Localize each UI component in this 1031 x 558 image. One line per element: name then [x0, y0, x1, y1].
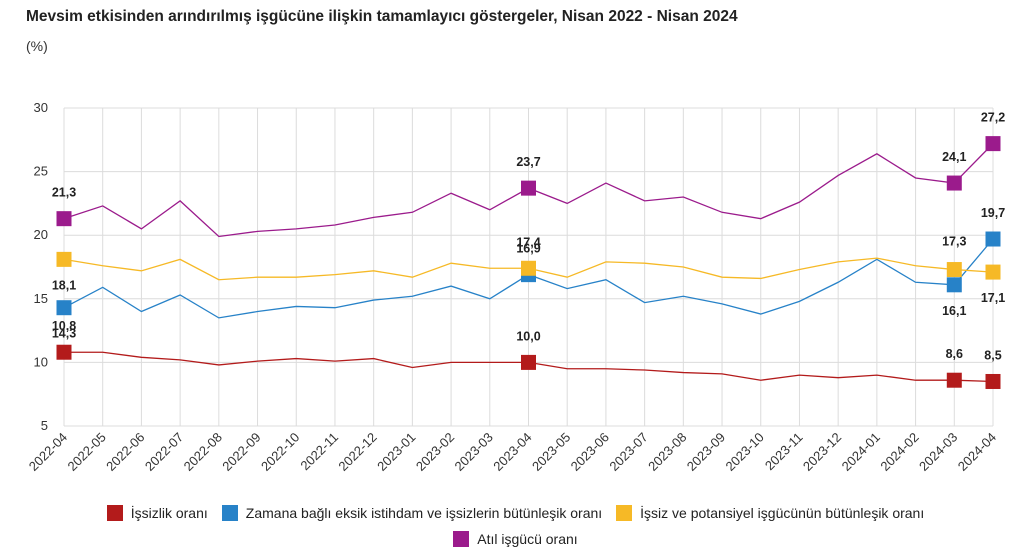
x-tick-label: 2023-07	[606, 430, 650, 474]
x-tick-label: 2023-05	[529, 430, 573, 474]
legend-item[interactable]: İşsiz ve potansiyel işgücünün bütünleşik…	[616, 505, 924, 521]
x-tick-label: 2023-04	[490, 430, 534, 474]
legend-swatch	[221, 505, 238, 521]
y-tick-label: 30	[34, 100, 48, 115]
legend-label: İşsizlik oranı	[130, 505, 208, 521]
legend: İşsizlik oranı Zamana bağlı eksik istihda…	[0, 500, 1031, 552]
data-point-marker	[521, 354, 536, 370]
data-point-marker	[946, 262, 962, 278]
x-tick-label: 2022-12	[335, 430, 379, 474]
data-label: 27,2	[981, 111, 1005, 125]
data-point-marker	[946, 372, 962, 388]
x-tick-label: 2023-02	[413, 430, 457, 474]
data-point-marker	[985, 136, 1001, 152]
data-label: 18,1	[52, 278, 76, 292]
data-point-marker	[985, 264, 1001, 280]
data-label: 8,6	[946, 347, 963, 361]
legend-item[interactable]: Zamana bağlı eksik istihdam ve işsizleri…	[221, 505, 603, 521]
x-tick-label: 2022-07	[142, 430, 186, 474]
data-labels: 10,8 10,0 8,6 8,5 14,3 16,9 16,1 19,7 18,1 17,4 17…	[52, 111, 1005, 363]
data-label: 17,3	[942, 235, 966, 249]
legend-swatch	[453, 531, 470, 547]
data-label: 24,1	[942, 150, 966, 164]
y-tick-label: 15	[34, 291, 48, 306]
legend-swatch	[616, 505, 633, 521]
x-tick-label: 2022-06	[103, 430, 147, 474]
x-tick-label: 2024-03	[916, 430, 960, 474]
data-point-marker	[56, 344, 72, 360]
data-point-marker	[985, 373, 1001, 389]
legend-row: Atıl işgücü oranı	[0, 526, 1031, 552]
x-tick-label: 2024-01	[839, 430, 883, 474]
x-tick-label: 2022-08	[181, 430, 225, 474]
x-tick-label: 2023-01	[374, 430, 418, 474]
x-tick-label: 2023-08	[645, 430, 689, 474]
data-label: 14,3	[52, 327, 76, 341]
chart-title: Mevsim etkisinden arındırılmış işgücüne …	[26, 8, 738, 25]
data-label: 10,0	[516, 329, 540, 343]
legend-item[interactable]: İşsizlik oranı	[106, 505, 208, 521]
data-label: 19,7	[981, 206, 1005, 220]
data-point-marker	[985, 231, 1001, 247]
x-tick-label: 2024-04	[955, 430, 999, 474]
x-tick-label: 2022-10	[258, 430, 302, 474]
data-point-marker	[521, 260, 536, 276]
data-point-marker	[521, 180, 536, 196]
x-tick-label: 2022-09	[219, 430, 263, 474]
data-label: 16,9	[516, 242, 540, 256]
data-point-marker	[946, 175, 962, 191]
series-markers	[56, 136, 1001, 389]
y-tick-label: 20	[34, 227, 48, 242]
x-tick-label: 2023-11	[762, 430, 806, 474]
x-tick-label: 2023-03	[452, 430, 496, 474]
legend-row: İşsizlik oranı Zamana bağlı eksik istihda…	[0, 500, 1031, 526]
data-point-marker	[56, 300, 72, 316]
data-point-marker	[946, 277, 962, 293]
legend-swatch	[106, 505, 123, 521]
grid	[63, 107, 994, 427]
data-label: 21,3	[52, 186, 76, 200]
legend-label: İşsiz ve potansiyel işgücünün bütünleşik…	[640, 505, 925, 521]
legend-label: Atıl işgücü oranı	[477, 531, 578, 547]
y-tick-label: 10	[34, 354, 48, 369]
x-tick-label: 2023-10	[723, 430, 767, 474]
data-label: 16,1	[942, 304, 966, 318]
data-point-marker	[56, 251, 72, 267]
y-tick-label: 25	[34, 164, 48, 179]
x-tick-label: 2024-02	[877, 430, 921, 474]
data-label: 17,1	[981, 291, 1005, 305]
line-chart: 510152025302022-042022-052022-062022-072…	[26, 100, 1005, 474]
data-label: 10,8	[52, 319, 76, 333]
legend-label: Zamana bağlı eksik istihdam ve işsizleri…	[245, 505, 603, 521]
x-tick-label: 2023-12	[800, 430, 844, 474]
data-point-marker	[56, 211, 72, 227]
y-tick-label: 5	[41, 418, 48, 433]
x-tick-label: 2022-04	[26, 430, 70, 474]
x-tick-label: 2022-05	[64, 430, 108, 474]
axes: 510152025302022-042022-052022-062022-072…	[26, 100, 999, 474]
data-label: 8,5	[984, 348, 1001, 362]
legend-item[interactable]: Atıl işgücü oranı	[453, 531, 578, 547]
chart-unit: (%)	[26, 38, 48, 54]
x-tick-label: 2022-11	[297, 430, 341, 474]
x-tick-label: 2023-06	[568, 430, 612, 474]
data-label: 23,7	[516, 155, 540, 169]
data-label: 17,4	[516, 235, 540, 249]
x-tick-label: 2023-09	[684, 430, 728, 474]
